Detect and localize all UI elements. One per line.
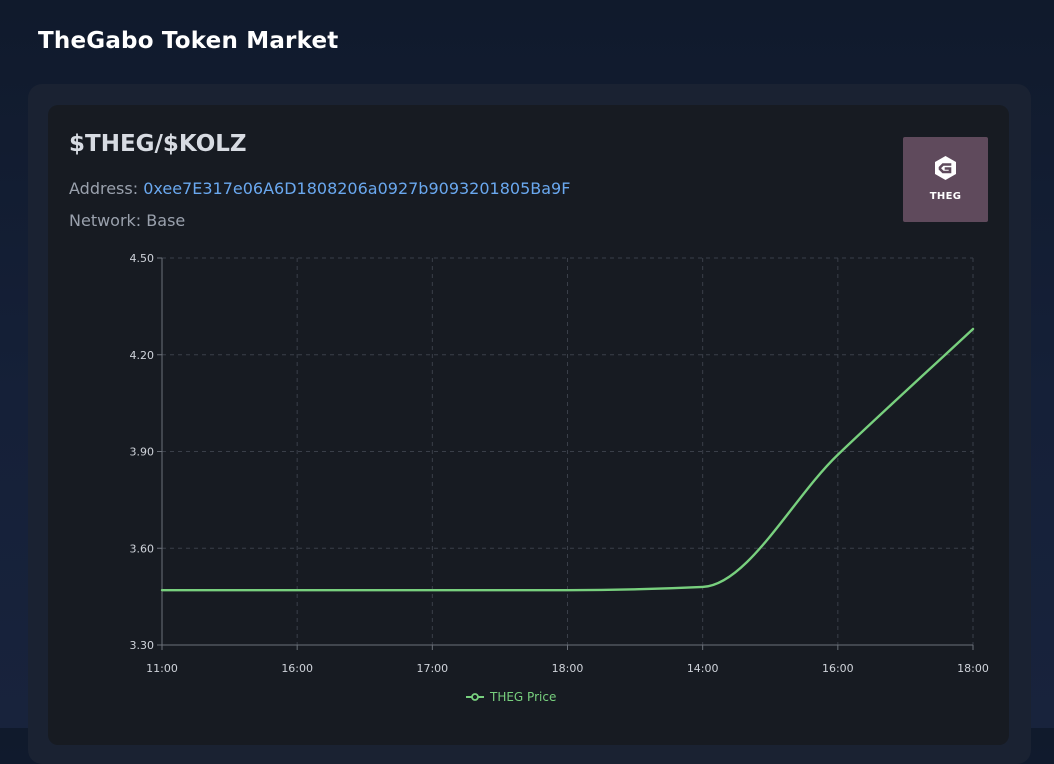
x-tick-label: 11:00 bbox=[146, 662, 178, 675]
x-axis-ticks: 11:00 16:00 17:00 18:00 14:00 16:00 18:00 bbox=[146, 645, 989, 675]
token-pair-title: $THEG/$KOLZ bbox=[69, 131, 247, 157]
y-tick-label: 3.30 bbox=[130, 639, 155, 652]
address-label: Address: bbox=[69, 179, 144, 198]
x-tick-label: 16:00 bbox=[281, 662, 313, 675]
theg-hexagon-logo-icon bbox=[935, 156, 956, 180]
x-tick-label: 17:00 bbox=[416, 662, 448, 675]
y-tick-label: 3.60 bbox=[130, 542, 155, 555]
y-axis-ticks: 3.30 3.60 3.90 4.20 4.50 bbox=[130, 252, 162, 652]
x-tick-label: 16:00 bbox=[822, 662, 854, 675]
y-tick-label: 3.90 bbox=[130, 446, 155, 459]
y-tick-label: 4.20 bbox=[130, 349, 155, 362]
page-title: TheGabo Token Market bbox=[38, 28, 339, 54]
chart-grid bbox=[162, 257, 974, 645]
y-tick-label: 4.50 bbox=[130, 252, 155, 265]
address-line: Address: 0xee7E317e06A6D1808206a0927b909… bbox=[69, 179, 570, 198]
x-tick-label: 18:00 bbox=[957, 662, 989, 675]
chart-series bbox=[160, 327, 975, 592]
price-chart: 3.30 3.60 3.90 4.20 4.50 11:00 16:00 17:00 18:0… bbox=[130, 252, 989, 675]
legend-label: THEG Price bbox=[490, 690, 557, 704]
network-value: Base bbox=[146, 211, 186, 230]
token-logo-text: THEG bbox=[929, 191, 962, 202]
x-tick-label: 14:00 bbox=[687, 662, 719, 675]
token-card bbox=[48, 105, 1009, 745]
series-line-theg-price[interactable] bbox=[160, 327, 975, 592]
network-line: Network: Base bbox=[69, 211, 185, 230]
token-address-link[interactable]: 0xee7E317e06A6D1808206a0927b9093201805Ba… bbox=[143, 179, 571, 198]
legend-line-marker-icon bbox=[466, 693, 484, 701]
x-tick-label: 18:00 bbox=[552, 662, 584, 675]
chart-legend[interactable]: THEG Price bbox=[466, 690, 556, 704]
token-logo: THEG bbox=[903, 137, 988, 222]
network-label: Network: bbox=[69, 211, 147, 230]
